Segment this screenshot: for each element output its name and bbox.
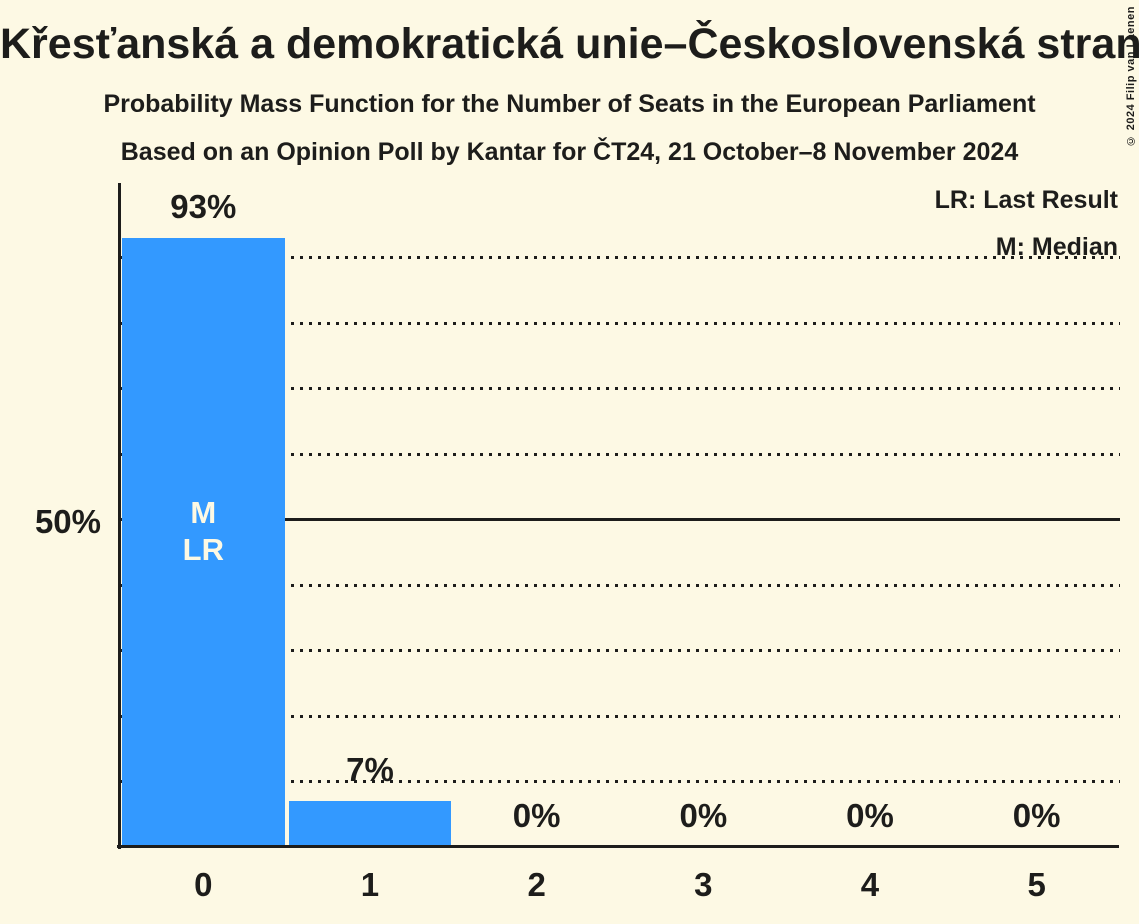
value-label-seat-2: 0% xyxy=(512,797,561,834)
bar-seat-1 xyxy=(288,801,452,847)
x-tick-label-5: 5 xyxy=(1027,866,1046,903)
plot-area: 93% 7% 0% 0% 0% 0% M LR xyxy=(120,188,1120,847)
value-label-seat-1: 7% xyxy=(346,751,394,789)
gridline-60-percent xyxy=(120,452,1120,456)
gridline-50-percent-solid xyxy=(120,518,1120,521)
value-label-seat-0: 93% xyxy=(170,187,237,225)
gridline-20-percent xyxy=(120,714,1120,718)
annotation-line-m: M xyxy=(190,495,217,530)
gridline-80-percent xyxy=(120,321,1120,325)
bar-annotation-median-last-result: M LR xyxy=(120,494,287,568)
x-tick-label-2: 2 xyxy=(527,866,546,903)
page-title: Křesťanská a demokratická unie–Českoslov… xyxy=(0,20,1139,68)
x-axis-tick-labels: 0 1 2 3 4 5 xyxy=(120,866,1120,916)
legend-median: M: Median xyxy=(995,233,1118,261)
gridline-70-percent xyxy=(120,387,1120,390)
y-axis-50-percent-label: 50% xyxy=(34,503,101,540)
x-tick-label-1: 1 xyxy=(360,866,380,903)
x-axis-line xyxy=(117,845,1119,848)
value-label-seat-5: 0% xyxy=(1012,797,1061,834)
gridline-10-percent xyxy=(120,780,1120,783)
poll-details-subtitle: Based on an Opinion Poll by Kantar for Č… xyxy=(120,138,1019,166)
gridline-40-percent xyxy=(120,583,1120,587)
value-label-seat-3: 0% xyxy=(679,797,728,834)
value-label-seat-4: 0% xyxy=(846,797,894,834)
chart-subtitle: Probability Mass Function for the Number… xyxy=(103,90,1036,118)
copyright-notice: © 2024 Filip van Laenen xyxy=(1125,6,1137,147)
x-tick-label-3: 3 xyxy=(694,866,713,903)
bar-seat-0 xyxy=(122,237,285,847)
gridline-30-percent xyxy=(120,649,1120,652)
annotation-line-lr: LR xyxy=(182,532,224,567)
x-tick-label-0: 0 xyxy=(194,866,213,903)
x-tick-label-4: 4 xyxy=(860,866,880,903)
gridline-90-percent xyxy=(120,256,1120,259)
y-axis-line xyxy=(118,183,121,849)
legend-last-result: LR: Last Result xyxy=(934,186,1118,214)
